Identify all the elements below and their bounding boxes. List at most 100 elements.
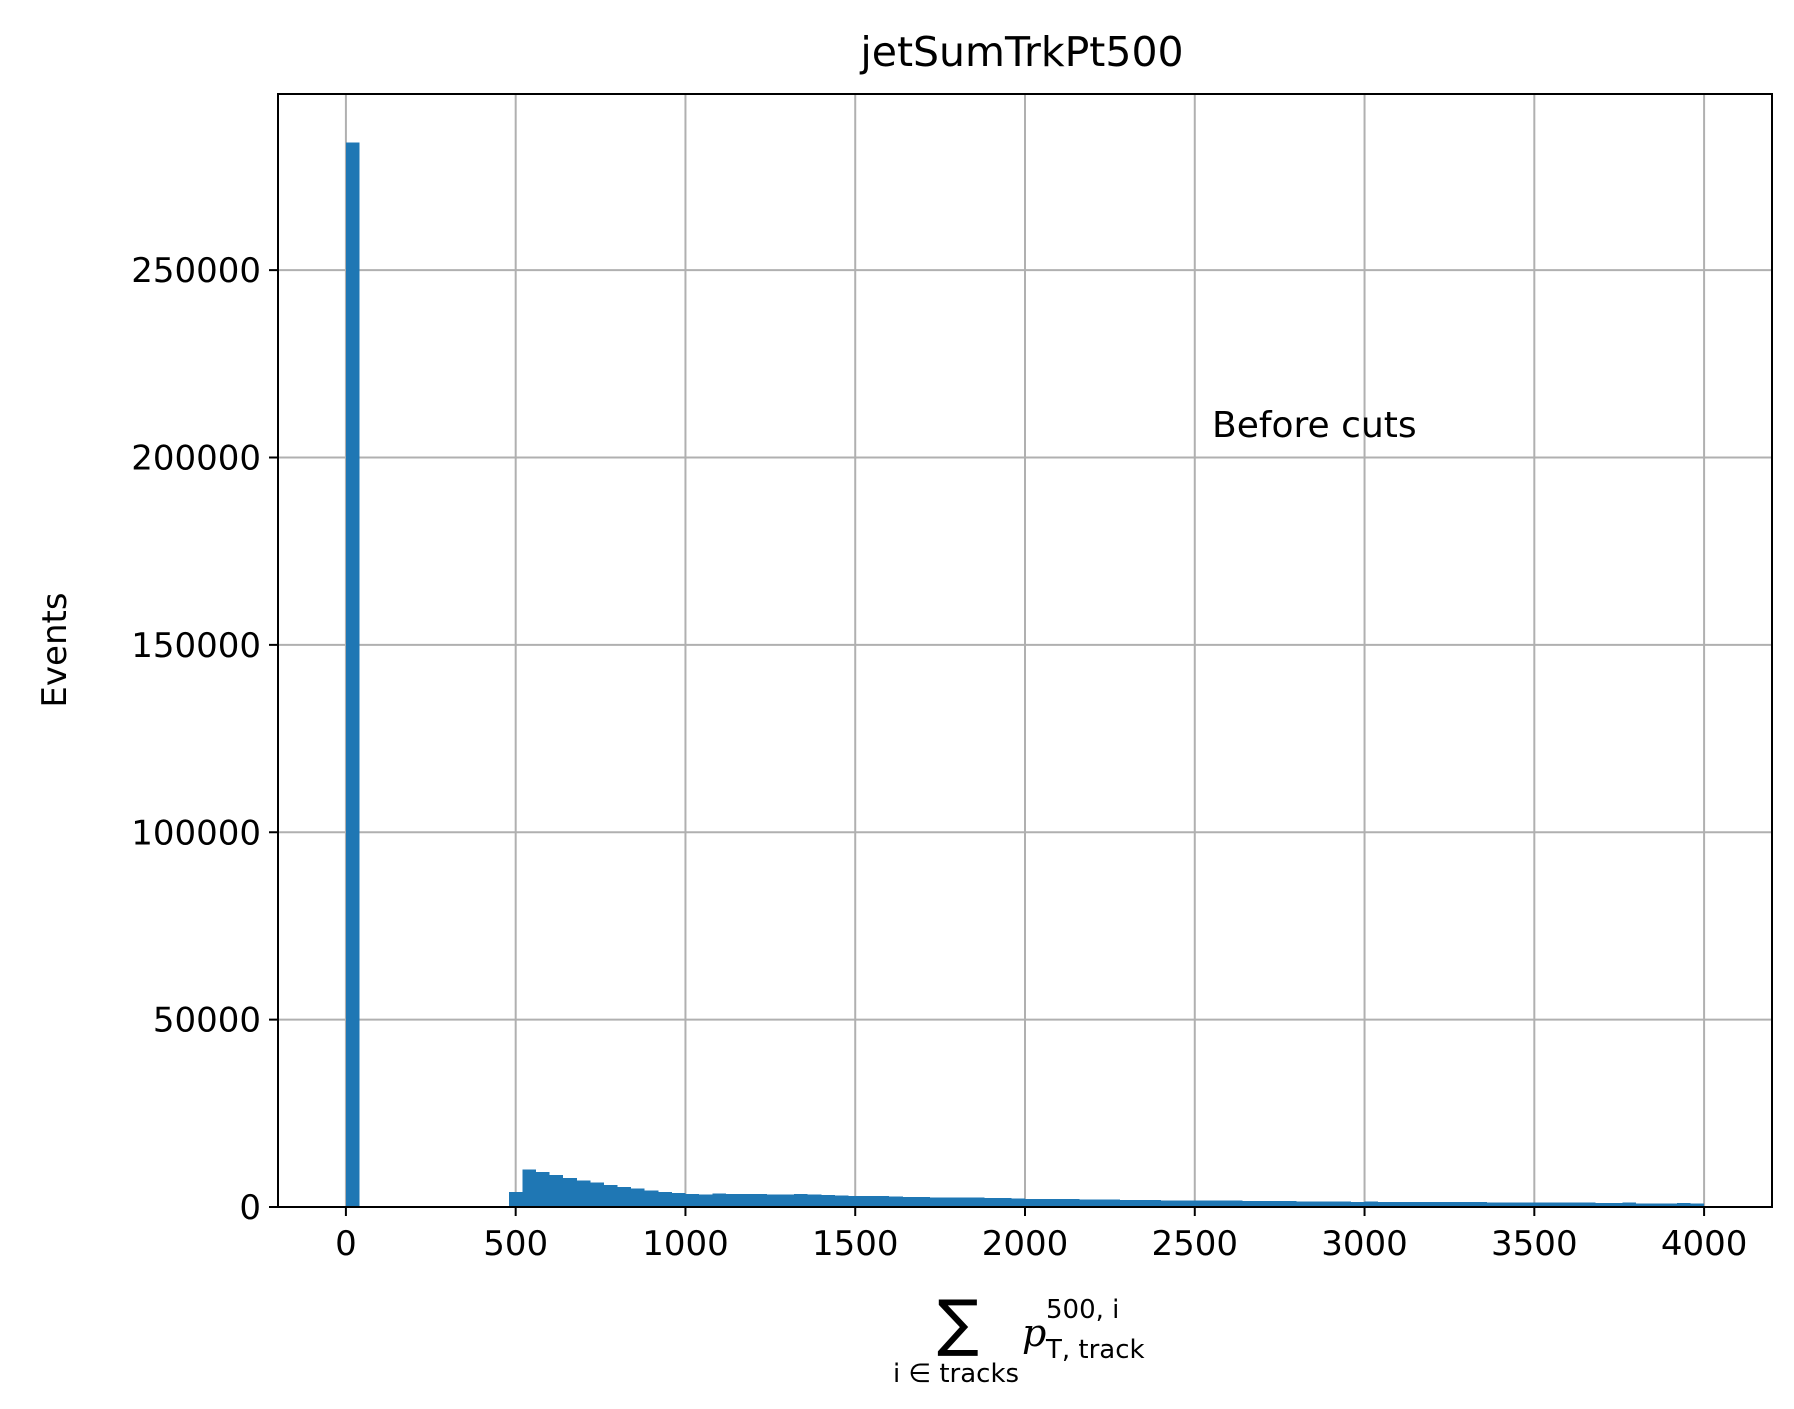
histogram-bar (1052, 1199, 1066, 1207)
histogram-bar (1486, 1202, 1501, 1207)
x-tick-label: 2000 (982, 1224, 1069, 1264)
histogram-bar (1500, 1202, 1514, 1207)
histogram-bar (739, 1193, 754, 1207)
histogram-bar (1459, 1202, 1474, 1207)
x-tick-label: 1500 (812, 1224, 899, 1264)
histogram-bar (658, 1192, 672, 1207)
histogram-bars (345, 142, 1705, 1208)
y-axis-label: Events (35, 592, 75, 707)
histogram-bar (603, 1184, 618, 1207)
histogram-bar (875, 1196, 890, 1207)
histogram-bar (753, 1193, 767, 1207)
histogram-bar (1513, 1202, 1528, 1207)
histogram-bar (916, 1196, 930, 1207)
y-tick-label: 50000 (153, 1001, 261, 1041)
histogram-bar (590, 1182, 604, 1207)
histogram-bar (1350, 1201, 1365, 1207)
histogram-bar (1255, 1201, 1270, 1207)
x-axis-label: ∑ i ∈ tracks p 500, i T, track (893, 1286, 1145, 1389)
before-cuts-annotation: Before cuts (1212, 405, 1417, 446)
histogram-bar (794, 1193, 808, 1207)
histogram-bar (1120, 1199, 1134, 1207)
histogram-bar (1133, 1199, 1148, 1207)
x-tick-label: 500 (483, 1224, 548, 1264)
histogram-bar (1147, 1199, 1161, 1207)
histogram-bar (631, 1188, 645, 1207)
histogram-bar (1432, 1202, 1447, 1207)
histogram-bar (1174, 1200, 1188, 1207)
histogram-bar (970, 1197, 985, 1207)
histogram-bar (834, 1195, 849, 1207)
histogram-bar (1079, 1199, 1093, 1207)
histogram-bar (1649, 1203, 1664, 1207)
y-tick-label: 200000 (131, 439, 261, 479)
histogram-bar (957, 1197, 971, 1207)
x-axis-label-sum-index: i ∈ tracks (893, 1359, 1019, 1389)
histogram-bar (617, 1186, 632, 1207)
histogram-bar (1310, 1201, 1324, 1207)
histogram-bar (1636, 1203, 1650, 1207)
histogram-bar (902, 1196, 917, 1207)
histogram-bar (1106, 1199, 1121, 1207)
histogram-bar (997, 1198, 1012, 1207)
x-axis-label-sum-symbol: ∑ (937, 1286, 979, 1359)
histogram-bar (1283, 1201, 1297, 1207)
histogram-bar (1337, 1201, 1351, 1207)
histogram-bar (780, 1194, 795, 1207)
histogram-bar (1690, 1203, 1705, 1207)
histogram-bar (1092, 1199, 1107, 1207)
x-tick-label: 4000 (1661, 1224, 1748, 1264)
y-tick-label: 150000 (131, 626, 261, 666)
histogram-bar (1446, 1202, 1460, 1207)
histogram-bar (1065, 1199, 1080, 1207)
histogram-bar (1609, 1202, 1623, 1207)
histogram-bar (1242, 1201, 1256, 1207)
histogram-bar (685, 1193, 700, 1207)
x-axis-label-variable: p (1022, 1311, 1046, 1355)
y-tick-label: 250000 (131, 251, 261, 291)
histogram-bar (1160, 1200, 1175, 1207)
histogram-bar (1595, 1202, 1610, 1207)
histogram-bar (536, 1172, 550, 1207)
histogram-bar (1025, 1198, 1039, 1207)
y-tick-label: 100000 (131, 813, 261, 853)
x-tick-label: 2500 (1152, 1224, 1239, 1264)
histogram-bar (1568, 1202, 1582, 1207)
histogram-bar (712, 1193, 727, 1207)
histogram-bar (766, 1194, 781, 1207)
histogram-bar (726, 1193, 740, 1207)
x-tick-label: 1000 (642, 1224, 729, 1264)
x-axis-label-subscript: T, track (1045, 1335, 1145, 1365)
histogram-bar (1215, 1200, 1229, 1207)
axis-ticks: 0 500 1000 1500 2000 2500 3000 3500 4000 0 50000 10… (131, 251, 1747, 1264)
histogram-bar (1391, 1201, 1406, 1207)
histogram-bar (1011, 1198, 1025, 1207)
histogram-bar (1405, 1202, 1419, 1207)
histogram-bar (1663, 1203, 1677, 1207)
histogram-bar (821, 1195, 835, 1207)
histogram-bar (1676, 1202, 1691, 1207)
histogram-bar (644, 1190, 659, 1207)
histogram-bar (699, 1194, 713, 1207)
histogram-bar (1527, 1202, 1542, 1207)
histogram-bar (889, 1196, 903, 1207)
histogram-bar (1622, 1202, 1637, 1207)
histogram-bar (671, 1193, 686, 1207)
histogram-bar (508, 1192, 523, 1207)
histogram-bar (1473, 1202, 1487, 1207)
histogram-bar (1187, 1200, 1202, 1207)
histogram-bar (563, 1178, 577, 1207)
x-tick-label: 3000 (1321, 1224, 1408, 1264)
x-tick-label: 0 (335, 1224, 357, 1264)
histogram-bar (1418, 1202, 1433, 1207)
y-tick-label: 0 (239, 1188, 261, 1228)
histogram-bar (862, 1195, 876, 1207)
histogram-bar (1581, 1202, 1596, 1207)
histogram-bar (1378, 1201, 1392, 1207)
x-tick-label: 3500 (1491, 1224, 1578, 1264)
histogram-bar (1364, 1201, 1379, 1207)
histogram-bar (943, 1197, 958, 1207)
histogram-bar (1201, 1200, 1216, 1207)
histogram-bar (576, 1180, 591, 1207)
